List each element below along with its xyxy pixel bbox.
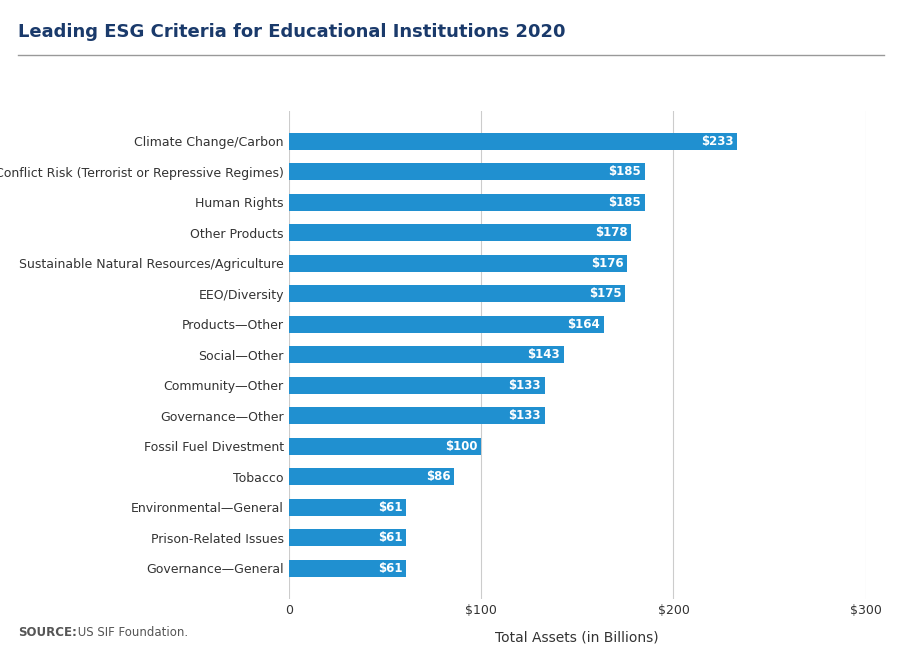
- Text: $100: $100: [445, 440, 477, 453]
- Text: $61: $61: [378, 501, 402, 514]
- Text: $175: $175: [589, 287, 621, 300]
- Bar: [289, 194, 645, 211]
- Text: $143: $143: [528, 348, 560, 361]
- Text: $61: $61: [378, 562, 402, 575]
- Bar: [289, 133, 737, 150]
- Bar: [289, 285, 625, 302]
- Text: $133: $133: [508, 379, 540, 392]
- Text: Leading ESG Criteria for Educational Institutions 2020: Leading ESG Criteria for Educational Ins…: [18, 23, 566, 41]
- Bar: [289, 408, 545, 424]
- Text: $233: $233: [701, 135, 733, 148]
- Bar: [289, 560, 406, 577]
- Text: $178: $178: [594, 227, 627, 240]
- Bar: [289, 316, 604, 333]
- Bar: [289, 255, 627, 271]
- Text: $61: $61: [378, 531, 402, 544]
- Text: $133: $133: [508, 409, 540, 422]
- Text: $86: $86: [426, 470, 450, 483]
- Text: $176: $176: [591, 256, 623, 270]
- Bar: [289, 469, 454, 485]
- X-axis label: Total Assets (in Billions): Total Assets (in Billions): [495, 631, 659, 644]
- Bar: [289, 499, 406, 516]
- Bar: [289, 163, 645, 180]
- Bar: [289, 529, 406, 546]
- Bar: [289, 225, 631, 241]
- Text: $185: $185: [608, 165, 640, 178]
- Bar: [289, 377, 545, 394]
- Text: $164: $164: [567, 318, 601, 331]
- Bar: [289, 438, 481, 454]
- Text: SOURCE:: SOURCE:: [18, 626, 77, 639]
- Text: $185: $185: [608, 196, 640, 209]
- Bar: [289, 346, 564, 363]
- Text: US SIF Foundation.: US SIF Foundation.: [74, 626, 189, 639]
